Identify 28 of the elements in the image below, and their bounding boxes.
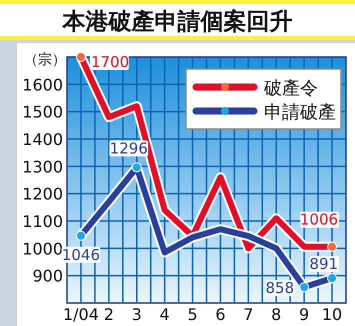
x-tick-label: 8 — [271, 305, 282, 324]
x-tick-label: 6 — [215, 305, 226, 324]
x-tick-label: 4 — [160, 305, 170, 324]
data-label: 1046 — [62, 246, 100, 264]
y-tick-label: 1600 — [22, 75, 63, 94]
x-tick-label: 9 — [299, 305, 310, 324]
chart-title: 本港破產申請個案回升 — [62, 8, 292, 35]
x-tick-label: 5 — [187, 305, 198, 324]
x-tick-label: 1/04 — [62, 305, 99, 324]
data-label: 891 — [309, 255, 338, 274]
data-label: 1700 — [90, 53, 130, 71]
data-label: 1296 — [110, 139, 148, 158]
y-tick-label: 900 — [32, 266, 63, 286]
x-tick-label: 3 — [132, 305, 142, 324]
y-tick-label: 1100 — [22, 212, 63, 231]
x-tick-label: 7 — [243, 305, 254, 324]
y-tick-label: 1000 — [22, 239, 63, 258]
y-tick-label: 1400 — [22, 130, 63, 149]
y-tick-label: 1300 — [22, 157, 63, 176]
legend-label: 破產令 — [263, 78, 318, 99]
y-tick-label: 1200 — [22, 184, 63, 204]
y-axis-title: （宗） — [24, 52, 66, 68]
x-tick-label: 10 — [322, 305, 342, 324]
data-label: 1006 — [300, 210, 338, 229]
y-tick-label: 1500 — [22, 102, 63, 122]
legend-label: 申請破產 — [264, 102, 336, 123]
data-label: 858 — [266, 279, 294, 298]
x-tick-label: 2 — [104, 305, 114, 324]
